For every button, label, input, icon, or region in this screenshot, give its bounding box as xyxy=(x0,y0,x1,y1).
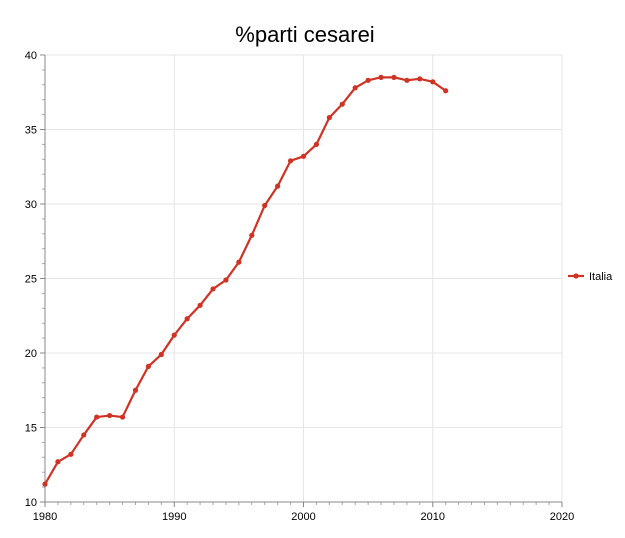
data-point xyxy=(391,74,397,80)
data-point xyxy=(94,414,100,420)
data-point xyxy=(81,432,87,438)
data-point xyxy=(249,232,255,238)
data-point xyxy=(352,85,358,91)
data-point xyxy=(184,316,190,322)
y-tick-label: 30 xyxy=(25,199,37,211)
series-layer xyxy=(42,74,449,487)
data-point xyxy=(68,451,74,457)
y-tick-label: 40 xyxy=(25,50,37,62)
data-point xyxy=(404,77,410,83)
data-point xyxy=(287,158,294,164)
data-point xyxy=(275,183,281,189)
data-point xyxy=(378,74,384,80)
data-point xyxy=(430,79,436,85)
x-tick-label: 1990 xyxy=(162,511,186,523)
y-tick-label: 10 xyxy=(25,497,37,509)
data-point xyxy=(55,459,61,465)
chart-title: %parti cesarei xyxy=(235,22,375,47)
gridlines xyxy=(44,54,563,503)
data-point xyxy=(132,387,139,393)
y-tick-label: 25 xyxy=(25,274,37,286)
data-point xyxy=(158,351,164,358)
data-point xyxy=(42,481,48,487)
data-point xyxy=(197,302,203,308)
y-tick-label: 35 xyxy=(25,125,37,137)
data-point xyxy=(119,414,126,420)
x-tick-label: 2010 xyxy=(421,511,445,523)
data-point xyxy=(326,114,332,121)
x-tick-label: 2020 xyxy=(550,511,574,523)
series-line-italia xyxy=(44,76,447,485)
data-point xyxy=(107,412,113,419)
legend-label: Italia xyxy=(589,271,613,283)
data-point xyxy=(223,277,229,283)
data-point xyxy=(145,363,151,370)
data-point xyxy=(262,202,268,209)
data-point xyxy=(300,153,307,159)
data-point xyxy=(365,77,371,83)
legend: Italia xyxy=(568,271,613,283)
data-point xyxy=(210,286,216,292)
data-point xyxy=(443,88,449,94)
data-point xyxy=(417,76,423,82)
data-point xyxy=(313,141,320,147)
x-tick-label: 1980 xyxy=(33,511,57,523)
axes: 10 15 20 25 30 35 40 1980 1990 2000 2010 2020 xyxy=(25,50,574,523)
data-point xyxy=(171,332,177,338)
data-point xyxy=(236,259,242,265)
data-point xyxy=(339,101,345,107)
x-tick-label: 2000 xyxy=(291,511,315,523)
y-tick-label: 20 xyxy=(25,348,37,360)
y-tick-label: 15 xyxy=(25,423,37,435)
legend-marker xyxy=(573,273,579,279)
